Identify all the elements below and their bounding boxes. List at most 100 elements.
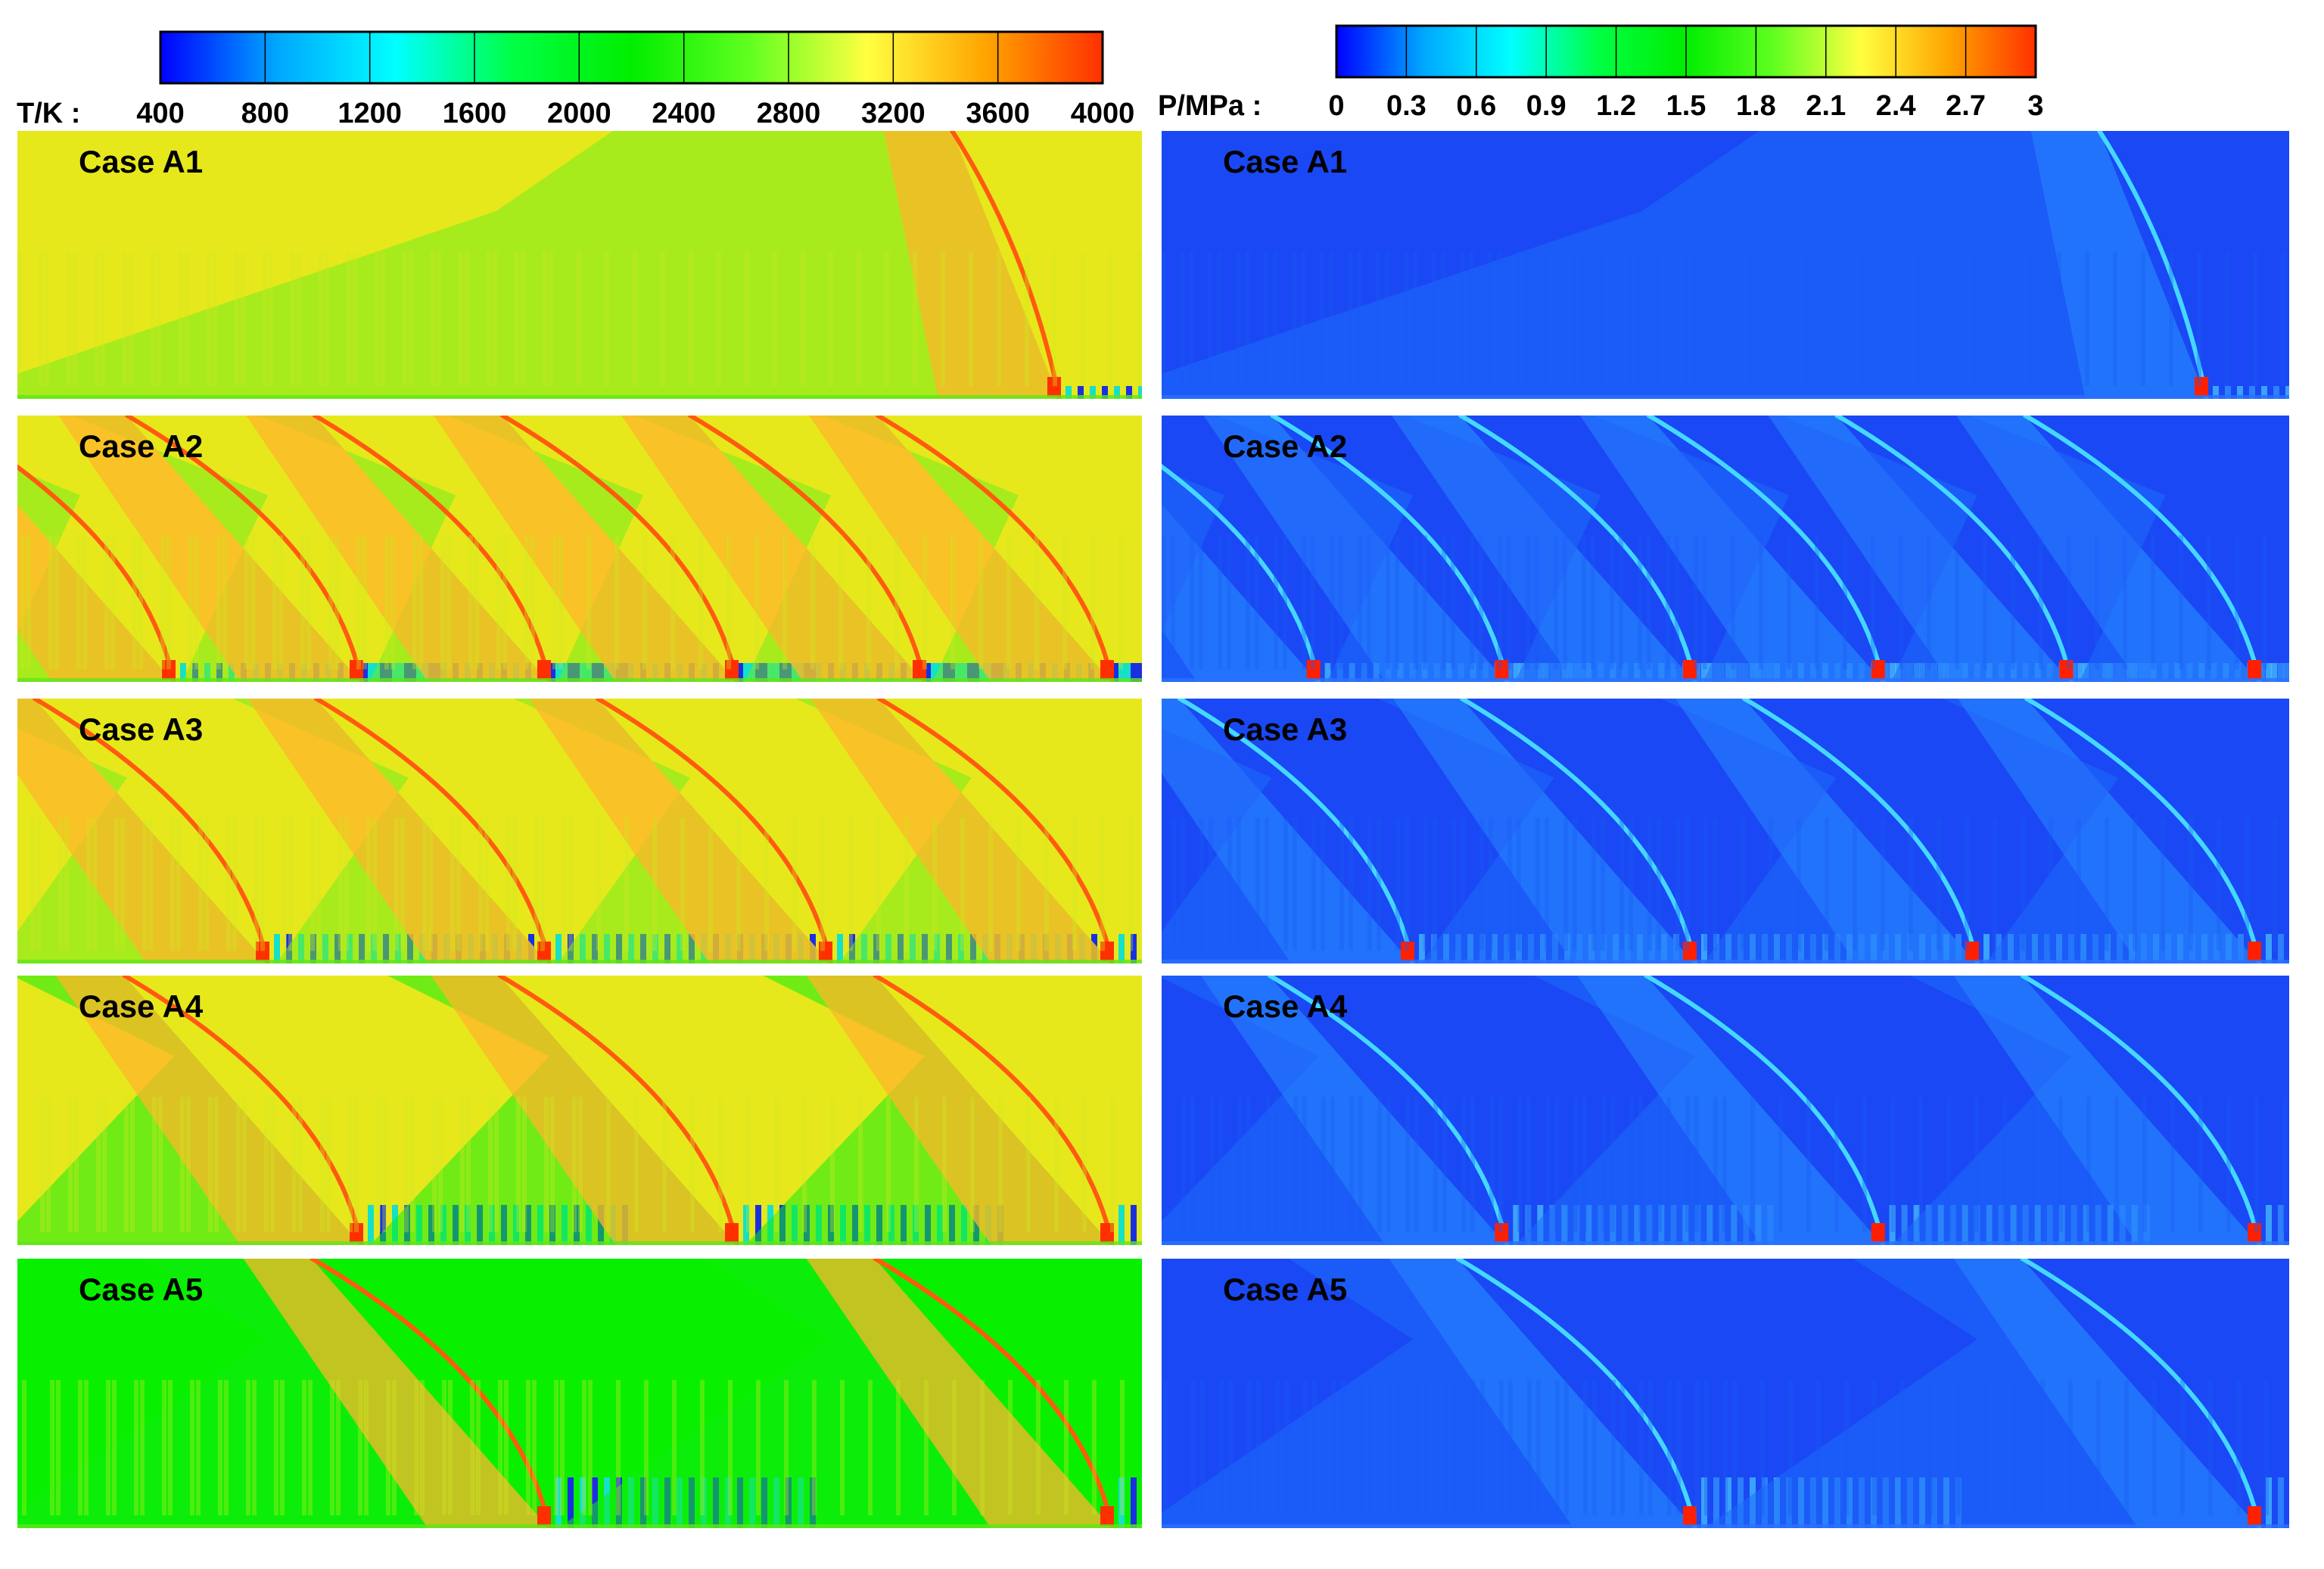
shock-band <box>17 698 268 964</box>
wave-foot-hotspot <box>1683 942 1697 961</box>
turbulent-streak <box>2049 817 2053 951</box>
shock-band <box>245 415 549 683</box>
turbulent-streak <box>252 1380 257 1516</box>
turbulent-streak <box>1993 817 1997 951</box>
turbulent-streak <box>476 1380 481 1516</box>
detonation-front <box>1646 415 1886 683</box>
turbulent-streak <box>280 1380 285 1516</box>
turbulent-streak <box>487 251 491 387</box>
turbulent-streak <box>1367 817 1372 951</box>
turbulent-streak <box>2254 1097 2259 1233</box>
fresh-fill-streak <box>2278 663 2284 683</box>
fresh-fill-streak <box>2225 386 2231 400</box>
shock-band <box>1391 415 1695 683</box>
turbulent-streak <box>1171 535 1175 670</box>
detonation-front <box>1270 415 1510 683</box>
fresh-fill-streak <box>2290 1477 2296 1529</box>
turbulent-streak <box>717 251 721 387</box>
turbulent-streak <box>1489 1097 1494 1233</box>
turbulent-streak <box>950 535 955 670</box>
turbulent-streak <box>498 1380 502 1516</box>
turbulent-streak <box>2124 1380 2129 1516</box>
turbulent-streak <box>978 535 983 670</box>
turbulent-streak <box>829 251 833 387</box>
turbulent-streak <box>1264 251 1268 387</box>
turbulent-streak <box>1451 535 1455 670</box>
fresh-fill-streak <box>2295 663 2301 683</box>
shock-band <box>247 698 549 964</box>
panel-border <box>1160 697 2291 965</box>
turbulent-streak <box>158 1097 163 1233</box>
turbulent-streak <box>102 1097 107 1233</box>
turbulent-streak <box>263 251 267 387</box>
turbulent-streak <box>1311 535 1315 670</box>
turbulent-streak <box>1405 1097 1410 1233</box>
turbulent-streak <box>1526 1097 1531 1233</box>
turbulent-streak <box>1303 1380 1308 1516</box>
temperature-field-4 <box>17 975 1143 1246</box>
turbulent-streak <box>1928 1380 1933 1516</box>
turbulent-streak <box>96 1097 101 1233</box>
turbulent-streak <box>1489 817 1493 951</box>
detonation-front <box>687 415 927 683</box>
turbulent-streak <box>2113 251 2117 387</box>
turbulent-streak <box>1469 251 1473 387</box>
turbulent-streak <box>2170 1097 2175 1233</box>
turbulent-streak <box>1081 251 1085 387</box>
turbulent-streak <box>1872 1380 1877 1516</box>
wave-foot-hotspot <box>1100 1506 1114 1526</box>
turbulent-streak <box>1100 817 1105 951</box>
wave-foot-hotspot <box>1047 377 1061 397</box>
turbulent-streak <box>1694 1097 1699 1233</box>
turbulent-streak <box>1329 251 1333 387</box>
case-label: Case A5 <box>79 1272 203 1307</box>
turbulent-streak <box>577 251 581 387</box>
turbulent-streak <box>1628 251 1632 387</box>
panel-border <box>16 414 1143 683</box>
turbulent-streak <box>1619 817 1624 951</box>
turbulent-streak <box>1666 535 1670 670</box>
turbulent-streak <box>1563 817 1568 951</box>
turbulent-streak <box>1062 535 1067 670</box>
turbulent-streak <box>330 1380 334 1516</box>
turbulent-streak <box>1387 1380 1392 1516</box>
shock-band <box>433 415 737 683</box>
turbulent-streak <box>1611 1380 1616 1516</box>
turbulent-streak <box>2068 1380 2073 1516</box>
turbulent-streak <box>1525 251 1529 387</box>
injector-wall <box>1161 395 2290 400</box>
turbulent-streak <box>1470 1097 1475 1233</box>
detonation-front <box>950 130 1062 400</box>
turbulent-streak <box>1404 251 1408 387</box>
turbulent-streak <box>2235 535 2239 670</box>
turbulent-streak <box>1255 535 1259 670</box>
turbulent-streak <box>325 251 329 387</box>
turbulent-streak <box>642 535 647 670</box>
turbulent-streak <box>1120 1380 1125 1516</box>
turbulent-streak <box>382 1097 387 1233</box>
turbulent-streak <box>1283 817 1288 951</box>
turbulent-streak <box>1591 535 1595 670</box>
turbulent-streak <box>526 1380 530 1516</box>
turbulent-streak <box>2095 535 2099 670</box>
turbulent-streak <box>1544 251 1548 387</box>
turbulent-streak <box>1118 535 1123 670</box>
turbulent-streak <box>1181 817 1185 951</box>
turbulent-streak <box>1367 535 1371 670</box>
fresh-fill-streak <box>1725 1477 1731 1529</box>
turbulent-streak <box>543 251 547 387</box>
turbulent-streak <box>338 817 343 951</box>
fresh-fill-streak <box>1889 1205 1896 1246</box>
turbulent-streak <box>1320 251 1324 387</box>
turbulent-streak <box>319 251 323 387</box>
turbulent-streak <box>1162 535 1166 670</box>
fresh-fill-streak <box>2249 386 2255 400</box>
turbulent-streak <box>1517 1097 1522 1233</box>
turbulent-streak <box>1358 1097 1363 1233</box>
turbulent-streak <box>394 817 399 951</box>
turbulent-streak <box>366 817 371 951</box>
turbulent-streak <box>1461 817 1465 951</box>
temperature-tick-label: 400 <box>136 98 184 129</box>
turbulent-streak <box>1386 535 1390 670</box>
turbulent-streak <box>1330 1097 1335 1233</box>
